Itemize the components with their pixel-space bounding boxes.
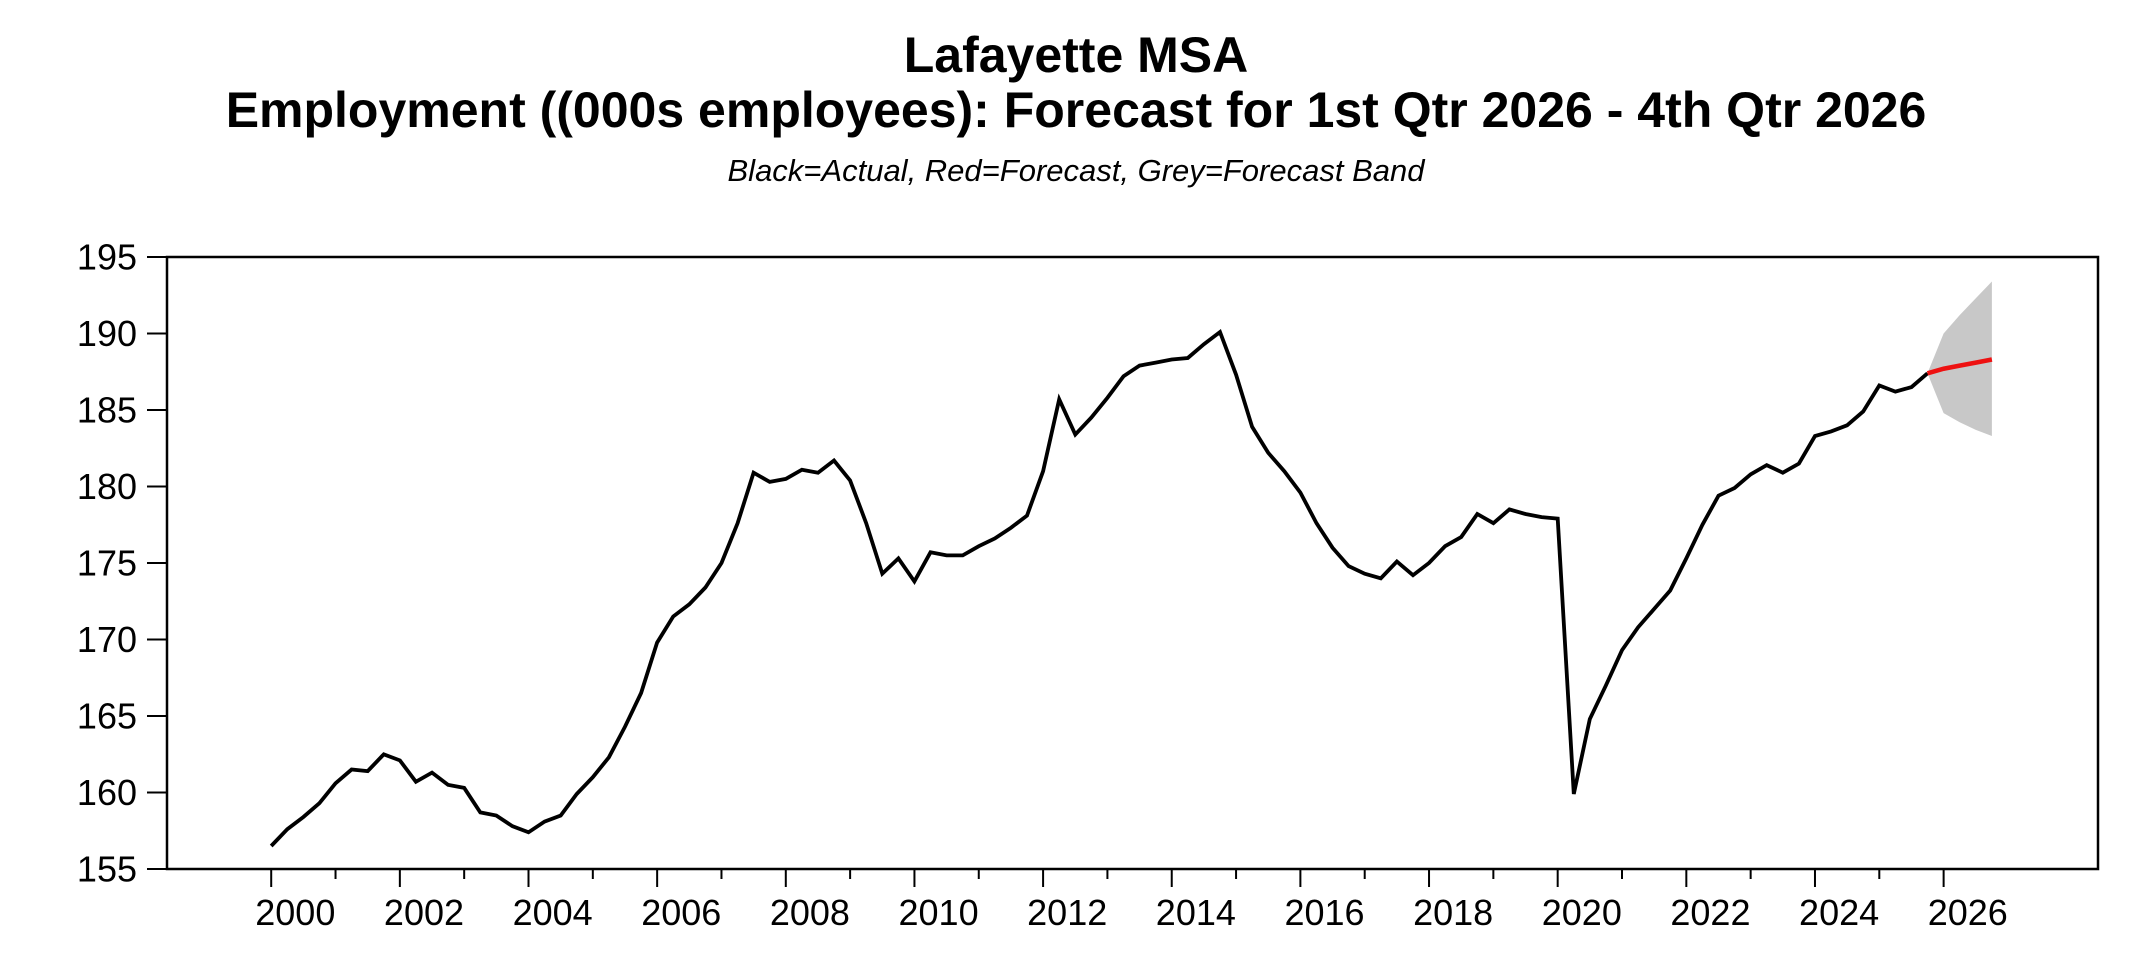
x-tick-label: 2022 — [1670, 892, 1750, 933]
x-tick-label: 2016 — [1284, 892, 1364, 933]
y-tick-label: 195 — [77, 237, 137, 278]
x-tick-label: 2012 — [1027, 892, 1107, 933]
forecast-series-line — [1926, 357, 1993, 376]
y-tick-label: 190 — [77, 313, 137, 354]
y-tick-label: 160 — [77, 772, 137, 813]
chart-subtitle-legend: Black=Actual, Red=Forecast, Grey=Forecas… — [727, 153, 1425, 188]
y-tick-label: 155 — [77, 849, 137, 890]
x-tick-label: 2000 — [255, 892, 335, 933]
x-tick-label: 2006 — [641, 892, 721, 933]
y-tick-label: 175 — [77, 543, 137, 584]
x-tick-label: 2024 — [1799, 892, 1879, 933]
y-tick-label: 180 — [77, 466, 137, 507]
plot-border — [165, 255, 2100, 871]
x-tick-label: 2010 — [899, 892, 979, 933]
x-tick-label: 2026 — [1928, 892, 2008, 933]
x-tick-label: 2002 — [384, 892, 464, 933]
chart-title-line1: Lafayette MSA — [903, 27, 1249, 83]
y-tick-label: 170 — [77, 619, 137, 660]
actual-series-line — [269, 328, 1929, 848]
y-tick-label: 165 — [77, 696, 137, 737]
y-tick-label: 185 — [77, 390, 137, 431]
x-tick-label: 2020 — [1542, 892, 1622, 933]
chart-title-line2: Employment ((000s employees): Forecast f… — [225, 82, 1927, 138]
x-tick-label: 2014 — [1156, 892, 1236, 933]
forecast-band-area — [1927, 281, 1992, 436]
x-tick-label: 2008 — [770, 892, 850, 933]
chart-title: Lafayette MSA Employment ((000s employee… — [0, 28, 2152, 138]
x-tick-label: 2018 — [1413, 892, 1493, 933]
x-tick-label: 2004 — [513, 892, 593, 933]
